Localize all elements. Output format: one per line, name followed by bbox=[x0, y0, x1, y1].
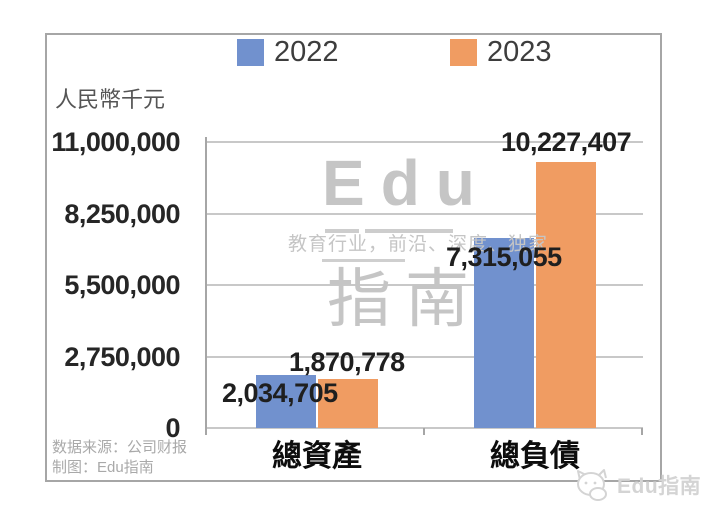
bar-2023-總負債 bbox=[536, 162, 596, 428]
legend-label-2022: 2022 bbox=[274, 36, 339, 68]
x-axis-tick-1 bbox=[423, 428, 425, 435]
data-source-note: 数据来源：公司财报 bbox=[52, 439, 188, 456]
y-axis-tick-label: 8,250,000 bbox=[64, 199, 180, 229]
legend-swatch-2022 bbox=[237, 39, 264, 66]
watermark-brand-top: Edu bbox=[322, 147, 491, 219]
corner-logo: Edu指南 bbox=[574, 468, 701, 502]
bar-2022-總資產 bbox=[256, 375, 316, 428]
watermark-underline-2 bbox=[365, 229, 453, 233]
watermark-underline-1 bbox=[325, 229, 359, 233]
corner-logo-text: Edu指南 bbox=[617, 475, 702, 498]
cat-face-icon bbox=[577, 469, 607, 501]
x-axis-tick-2 bbox=[641, 428, 643, 435]
value-label-2023-總負債: 10,227,407 bbox=[501, 127, 632, 157]
chart-credit-note: 制图：Edu指南 bbox=[52, 459, 154, 476]
watermark-underline-3 bbox=[322, 259, 405, 262]
category-label-總負債: 總負債 bbox=[490, 440, 580, 473]
legend-item-2022: 2022 bbox=[237, 38, 339, 67]
legend-label-2023: 2023 bbox=[487, 36, 552, 68]
legend-item-2023: 2023 bbox=[450, 38, 552, 67]
value-label-2022-總資產: 2,034,705 bbox=[222, 378, 338, 408]
y-axis-tick-label: 11,000,000 bbox=[51, 127, 180, 157]
y-axis-unit-label: 人民幣千元 bbox=[55, 87, 166, 112]
y-axis-tick-label: 5,500,000 bbox=[64, 270, 180, 300]
y-axis-tick-label: 2,750,000 bbox=[64, 342, 180, 372]
y-axis-line bbox=[205, 137, 207, 434]
category-label-總資產: 總資產 bbox=[272, 440, 362, 473]
watermark-brand-bottom: 指南 bbox=[327, 263, 483, 335]
gridline-2,750,000 bbox=[206, 356, 643, 358]
y-axis-tick-label: 0 bbox=[165, 413, 180, 443]
bar-2022-總負債 bbox=[474, 238, 534, 428]
watermark-tagline: 教育行业，前沿、深度、独家 bbox=[288, 234, 549, 255]
value-label-2023-總資產: 1,870,778 bbox=[289, 347, 405, 377]
bar-2023-總資產 bbox=[318, 379, 378, 428]
gridline-5,500,000 bbox=[206, 284, 643, 286]
gridline-8,250,000 bbox=[206, 213, 643, 215]
value-label-2022-總負債: 7,315,055 bbox=[446, 242, 562, 272]
gridline-11,000,000 bbox=[206, 141, 643, 143]
legend-swatch-2023 bbox=[450, 39, 477, 66]
